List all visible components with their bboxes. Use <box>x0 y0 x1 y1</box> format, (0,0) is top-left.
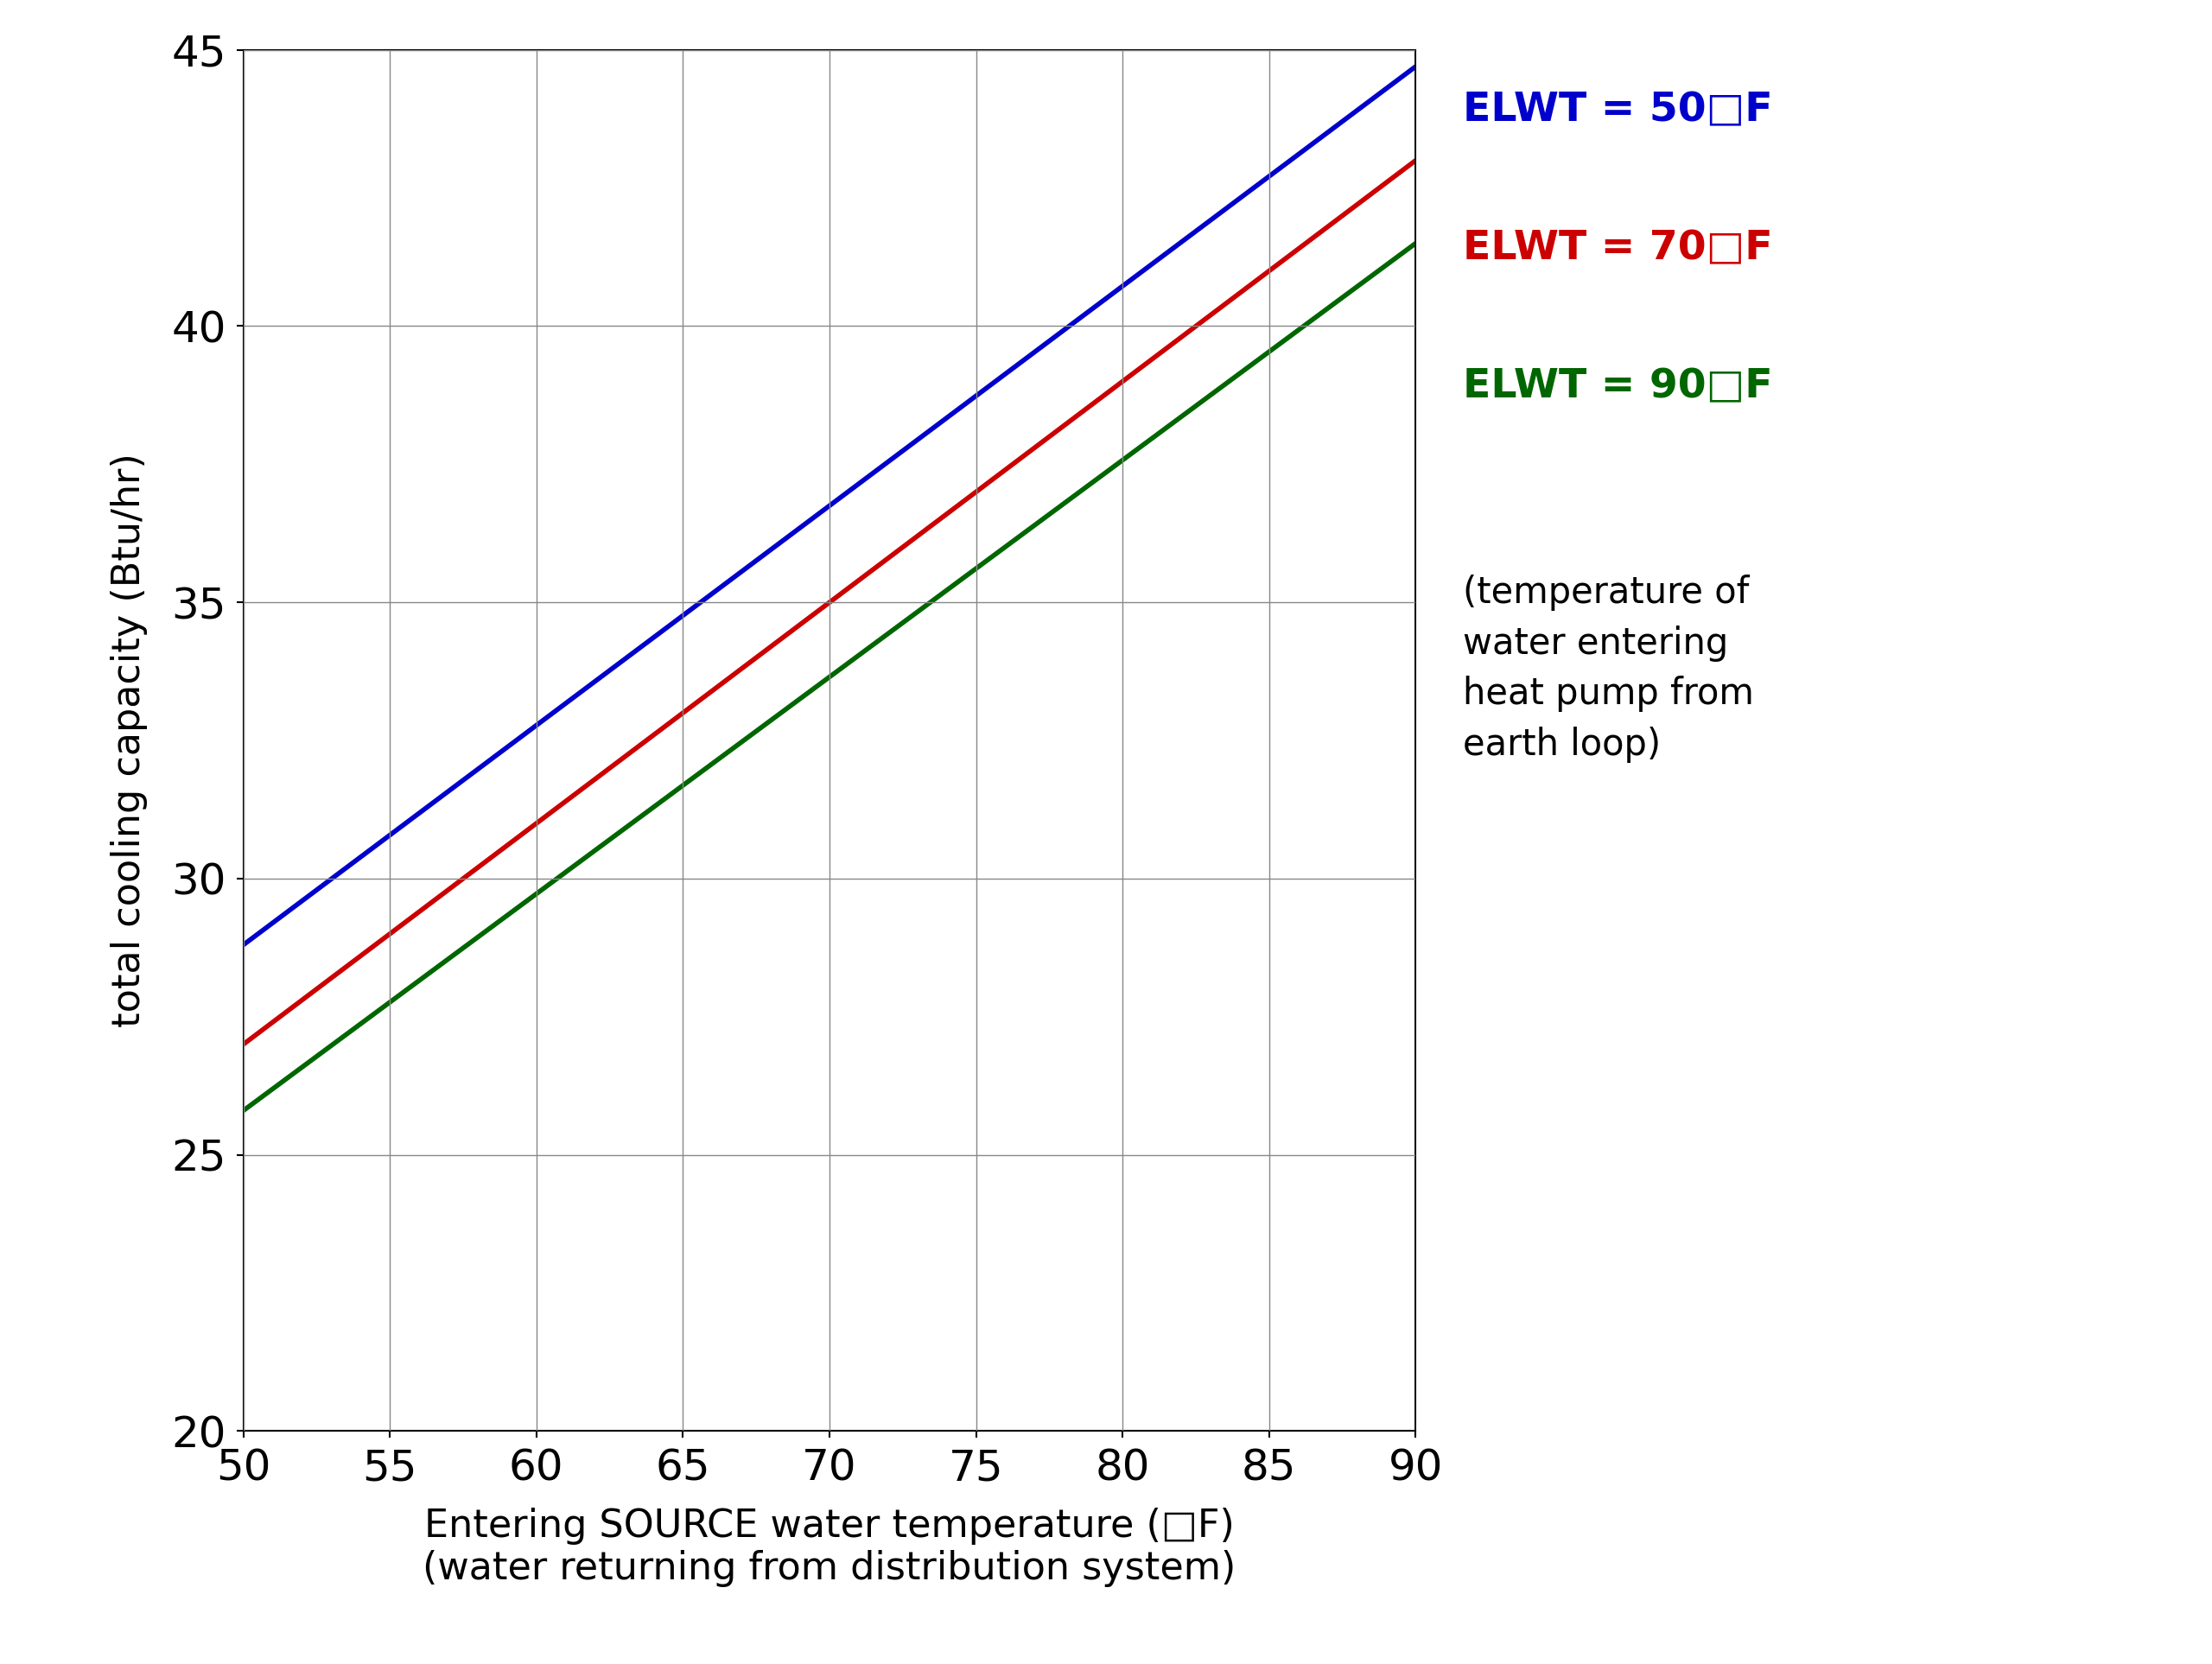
X-axis label: Entering SOURCE water temperature (□F)
(water returning from distribution system: Entering SOURCE water temperature (□F) (… <box>422 1508 1237 1587</box>
Text: ELWT = 90□F: ELWT = 90□F <box>1462 368 1772 406</box>
Text: ELWT = 50□F: ELWT = 50□F <box>1462 92 1772 130</box>
Text: (temperature of
water entering
heat pump from
earth loop): (temperature of water entering heat pump… <box>1462 574 1754 762</box>
Y-axis label: total cooling capacity (Btu/hr): total cooling capacity (Btu/hr) <box>111 453 148 1028</box>
Text: ELWT = 70□F: ELWT = 70□F <box>1462 230 1772 268</box>
